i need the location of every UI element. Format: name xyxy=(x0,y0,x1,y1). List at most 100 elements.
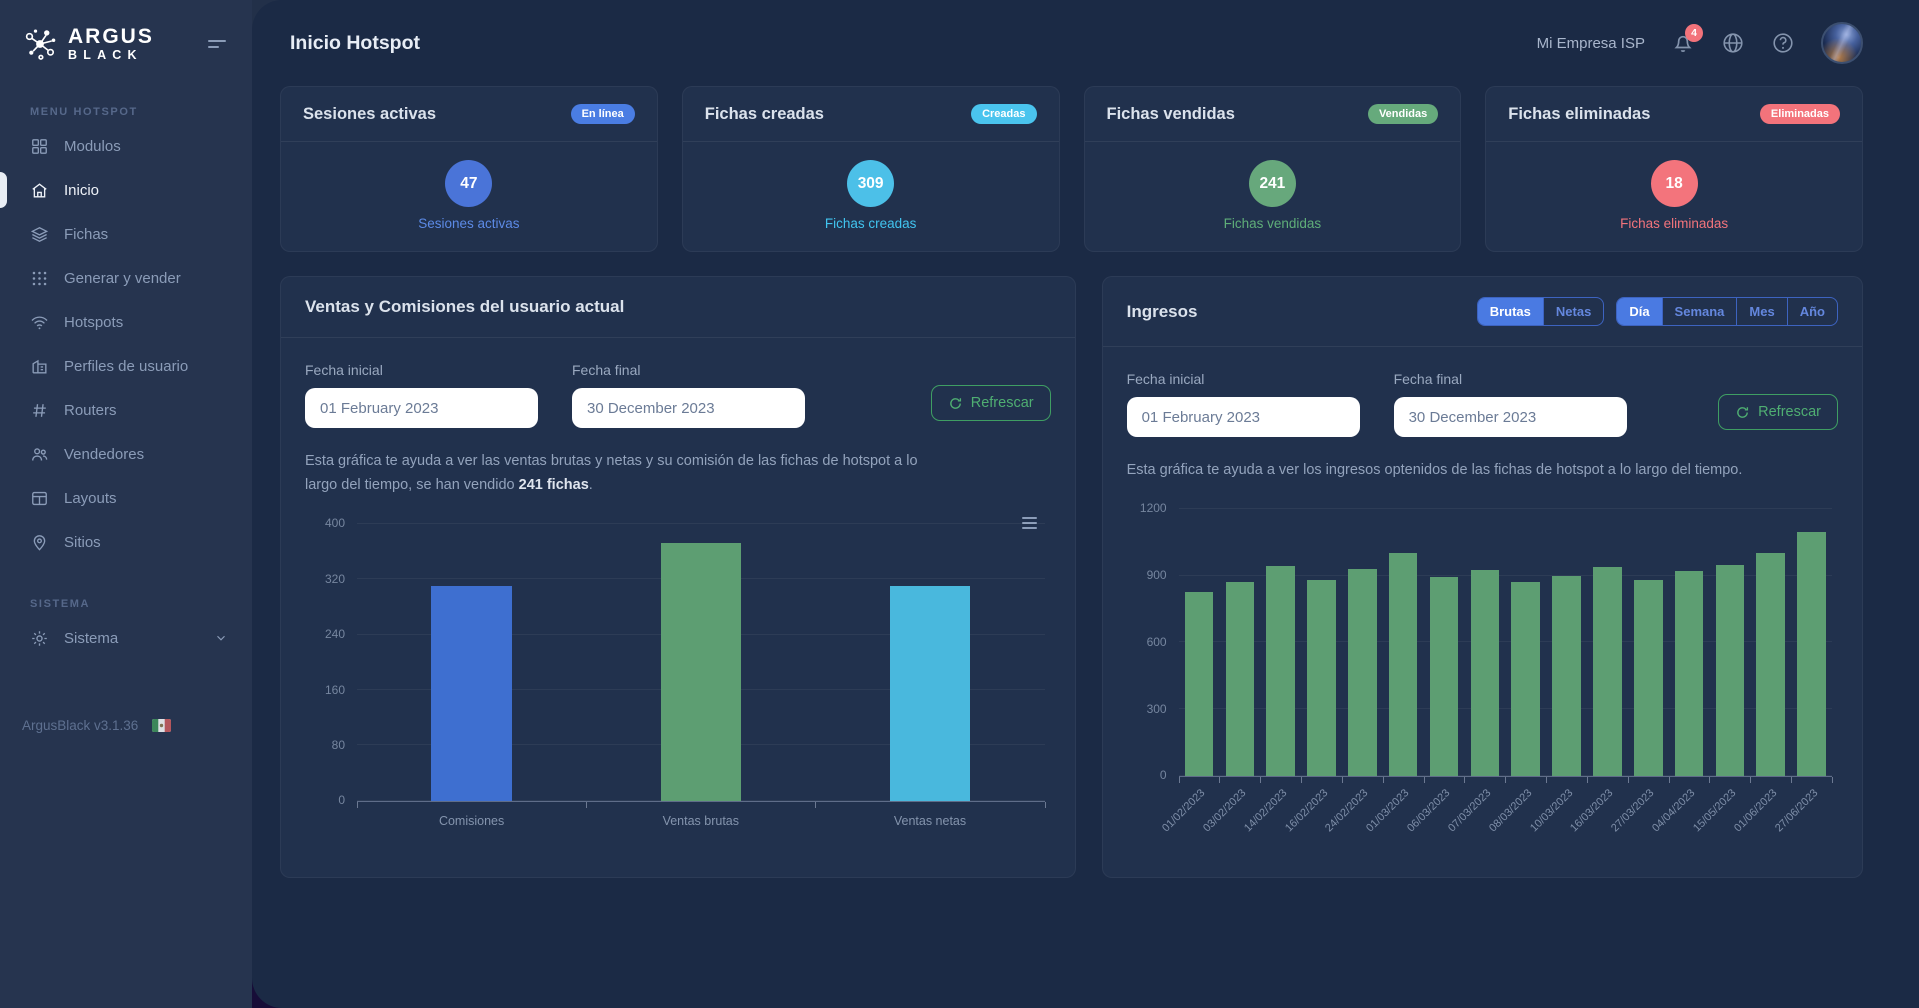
sidebar-item-label: Vendedores xyxy=(64,445,145,463)
bar-01/03/2023[interactable] xyxy=(1388,553,1418,776)
x-axis-category-label: 10/03/2023 xyxy=(1527,786,1576,835)
chart-x-axis: 01/02/2023 03/02/2023 14/02/2023 16/02/2023… xyxy=(1160,776,1833,863)
fecha-final-input[interactable] xyxy=(1393,397,1627,437)
bar-16/02/2023[interactable] xyxy=(1307,580,1336,776)
fecha-inicial-input[interactable] xyxy=(305,388,538,428)
user-profiles-icon xyxy=(32,359,47,374)
toggle-netas[interactable]: Netas xyxy=(1542,298,1603,325)
x-axis-tick xyxy=(1219,776,1221,783)
description-text: Esta gráfica te ayuda a ver las ventas b… xyxy=(305,453,918,493)
x-axis-category-label: 16/02/2023 xyxy=(1282,786,1331,835)
panel-description: Esta gráfica te ayuda a ver los ingresos… xyxy=(1126,462,1743,478)
sidebar-item-inicio[interactable]: Inicio xyxy=(0,168,252,212)
x-axis-category-label: 24/02/2023 xyxy=(1323,786,1371,835)
bar-08/03/2023[interactable] xyxy=(1511,582,1540,776)
bar-01/02/2023[interactable] xyxy=(1184,592,1214,776)
bar-27/03/2023[interactable] xyxy=(1633,580,1663,776)
stat-label: Fichas creadas xyxy=(824,216,917,231)
x-axis-tick xyxy=(1791,776,1793,783)
toggle-dia[interactable]: Día xyxy=(1617,298,1662,325)
toggle-mes[interactable]: Mes xyxy=(1736,298,1786,325)
fecha-inicial-input[interactable] xyxy=(1126,397,1360,437)
x-axis-tick xyxy=(1301,776,1303,783)
stat-card-title: Fichas eliminadas xyxy=(1508,104,1651,123)
period-toggle-group: Día Semana Mes Año xyxy=(1616,297,1838,326)
toggle-brutas[interactable]: Brutas xyxy=(1477,298,1543,325)
bar-04/04/2023[interactable] xyxy=(1674,571,1704,776)
sidebar-item-fichas[interactable]: Fichas xyxy=(0,212,252,256)
x-axis-category-label: 01/02/2023 xyxy=(1160,786,1208,835)
gridline: 600 xyxy=(1147,635,1832,649)
x-axis-tick xyxy=(1832,776,1833,783)
bar-Comisiones[interactable] xyxy=(431,586,512,801)
refresh-label: Refrescar xyxy=(1758,404,1821,420)
language-globe-icon[interactable] xyxy=(1721,31,1745,55)
sidebar-item-label: Fichas xyxy=(64,225,109,243)
bar-Ventas netas[interactable] xyxy=(889,586,971,801)
x-axis-tick xyxy=(1260,776,1262,783)
sidebar-collapse-icon[interactable] xyxy=(202,30,232,58)
sidebar-item-label: Layouts xyxy=(64,489,117,507)
x-axis-tick xyxy=(1464,776,1466,783)
sidebar-item-perfiles-de-usuario[interactable]: Perfiles de usuario xyxy=(0,344,252,388)
notifications-bell-icon[interactable]: 4 xyxy=(1671,24,1703,55)
x-axis-category-label: 06/03/2023 xyxy=(1405,786,1453,835)
ingresos-chart: 1200 900 600 300 0 01/02/2023 03/02/2023 14/02… xyxy=(1140,501,1833,863)
scope-toggle-group: Brutas Netas xyxy=(1476,297,1605,326)
sidebar-item-sistema[interactable]: Sistema xyxy=(0,616,252,660)
stat-card-fichas-creadas: Fichas creadas Creadas 309 Fichas creada… xyxy=(681,86,1060,252)
help-icon[interactable] xyxy=(1771,31,1795,55)
user-avatar[interactable] xyxy=(1821,22,1863,64)
chart-x-axis: Comisiones Ventas brutas Ventas netas xyxy=(357,801,1046,842)
bar-14/02/2023[interactable] xyxy=(1266,565,1295,776)
panel-title: Ingresos xyxy=(1126,301,1198,321)
stat-value-circle: 47 xyxy=(445,160,493,207)
chart-menu-icon[interactable] xyxy=(1018,510,1041,536)
y-axis-tick-label: 0 xyxy=(1159,768,1167,783)
refresh-button[interactable]: Refrescar xyxy=(930,385,1051,421)
bar-03/02/2023[interactable] xyxy=(1225,582,1255,776)
sidebar-item-label: Modulos xyxy=(64,137,121,155)
gear-icon xyxy=(32,630,47,646)
bar-10/03/2023[interactable] xyxy=(1552,575,1581,776)
x-axis-tick xyxy=(1750,776,1752,783)
bar-06/03/2023[interactable] xyxy=(1429,576,1459,776)
y-axis-tick-label: 1200 xyxy=(1139,501,1167,516)
sidebar-item-hotspots[interactable]: Hotspots xyxy=(0,300,252,344)
sidebar-item-generar-y-vender[interactable]: Generar y vender xyxy=(0,256,252,300)
bar-Ventas brutas[interactable] xyxy=(660,543,741,801)
sidebar-item-label: Perfiles de usuario xyxy=(64,357,189,375)
x-axis-tick xyxy=(1341,776,1343,783)
ingresos-panel: Ingresos Brutas Netas Día Semana Mes Año xyxy=(1101,276,1863,878)
ventas-comisiones-panel: Ventas y Comisiones del usuario actual F… xyxy=(280,276,1076,878)
toggle-ano[interactable]: Año xyxy=(1786,298,1837,325)
bar-27/06/2023[interactable] xyxy=(1797,532,1826,776)
toggle-semana[interactable]: Semana xyxy=(1661,298,1737,325)
sidebar-item-sitios[interactable]: Sitios xyxy=(0,520,252,564)
bar-07/03/2023[interactable] xyxy=(1470,570,1500,776)
x-axis-category-label: 04/04/2023 xyxy=(1650,786,1698,835)
panel-description: Esta gráfica te ayuda a ver las ventas b… xyxy=(305,450,945,498)
refresh-icon xyxy=(1737,406,1749,418)
bar-01/06/2023[interactable] xyxy=(1756,553,1786,776)
bar-15/05/2023[interactable] xyxy=(1715,564,1745,776)
y-axis-tick-label: 240 xyxy=(324,627,345,642)
x-axis-category-label: 15/05/2023 xyxy=(1690,786,1739,835)
flag-icon[interactable] xyxy=(152,719,172,732)
sidebar-item-label: Sitios xyxy=(64,533,101,551)
y-axis-tick-label: 600 xyxy=(1146,634,1167,649)
modules-grid-icon xyxy=(32,138,47,154)
fecha-final-input[interactable] xyxy=(572,388,805,428)
sidebar-item-vendedores[interactable]: Vendedores xyxy=(0,432,252,476)
sidebar-item-layouts[interactable]: Layouts xyxy=(0,476,252,520)
layout-icon xyxy=(32,491,47,505)
bar-24/02/2023[interactable] xyxy=(1348,569,1377,776)
refresh-button[interactable]: Refrescar xyxy=(1718,394,1838,430)
stat-card-title: Fichas vendidas xyxy=(1106,104,1235,123)
bar-16/03/2023[interactable] xyxy=(1593,566,1622,776)
stat-label: Sesiones activas xyxy=(418,216,520,231)
status-badge: En línea xyxy=(570,104,635,124)
fecha-inicial-label: Fecha inicial xyxy=(305,362,383,378)
sidebar-item-modulos[interactable]: Modulos xyxy=(0,124,252,168)
sidebar-item-routers[interactable]: Routers xyxy=(0,388,252,432)
